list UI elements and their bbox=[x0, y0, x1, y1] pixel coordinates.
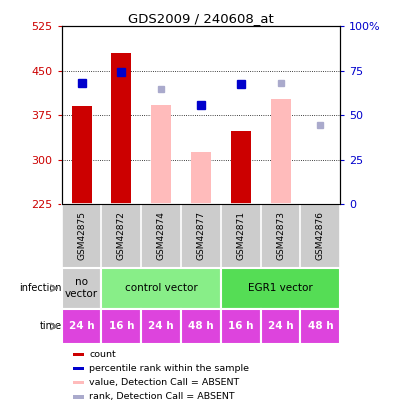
Text: 48 h: 48 h bbox=[188, 321, 214, 331]
Bar bbox=[73, 381, 84, 384]
Bar bbox=[221, 309, 261, 344]
Text: GSM42877: GSM42877 bbox=[197, 211, 205, 260]
Bar bbox=[62, 268, 101, 309]
Bar bbox=[221, 268, 340, 309]
Text: 16 h: 16 h bbox=[228, 321, 254, 331]
Bar bbox=[73, 367, 84, 370]
Bar bbox=[191, 152, 211, 204]
Text: 16 h: 16 h bbox=[109, 321, 134, 331]
Bar bbox=[261, 309, 300, 344]
Bar bbox=[73, 395, 84, 399]
Text: EGR1 vector: EGR1 vector bbox=[248, 283, 313, 293]
Bar bbox=[62, 309, 101, 344]
Text: 48 h: 48 h bbox=[308, 321, 333, 331]
Text: count: count bbox=[89, 350, 116, 358]
Text: value, Detection Call = ABSENT: value, Detection Call = ABSENT bbox=[89, 378, 239, 387]
Bar bbox=[111, 53, 131, 204]
Text: GSM42872: GSM42872 bbox=[117, 211, 126, 260]
Text: GSM42875: GSM42875 bbox=[77, 211, 86, 260]
Bar bbox=[73, 352, 84, 356]
Text: infection: infection bbox=[19, 283, 62, 293]
Text: no
vector: no vector bbox=[65, 277, 98, 299]
Text: rank, Detection Call = ABSENT: rank, Detection Call = ABSENT bbox=[89, 392, 235, 401]
Bar bbox=[101, 268, 221, 309]
Bar bbox=[271, 99, 291, 204]
Text: GSM42871: GSM42871 bbox=[236, 211, 245, 260]
Bar bbox=[141, 309, 181, 344]
Bar bbox=[300, 309, 340, 344]
Text: GSM42873: GSM42873 bbox=[276, 211, 285, 260]
Text: control vector: control vector bbox=[125, 283, 197, 293]
Text: GSM42874: GSM42874 bbox=[157, 211, 166, 260]
Bar bbox=[72, 107, 92, 204]
Bar bbox=[181, 309, 221, 344]
Text: 24 h: 24 h bbox=[268, 321, 293, 331]
Bar bbox=[231, 131, 251, 204]
Text: time: time bbox=[39, 321, 62, 331]
Title: GDS2009 / 240608_at: GDS2009 / 240608_at bbox=[128, 12, 274, 25]
Text: percentile rank within the sample: percentile rank within the sample bbox=[89, 364, 249, 373]
Text: 24 h: 24 h bbox=[69, 321, 94, 331]
Text: 24 h: 24 h bbox=[148, 321, 174, 331]
Bar bbox=[151, 104, 171, 204]
Bar bbox=[101, 309, 141, 344]
Text: GSM42876: GSM42876 bbox=[316, 211, 325, 260]
